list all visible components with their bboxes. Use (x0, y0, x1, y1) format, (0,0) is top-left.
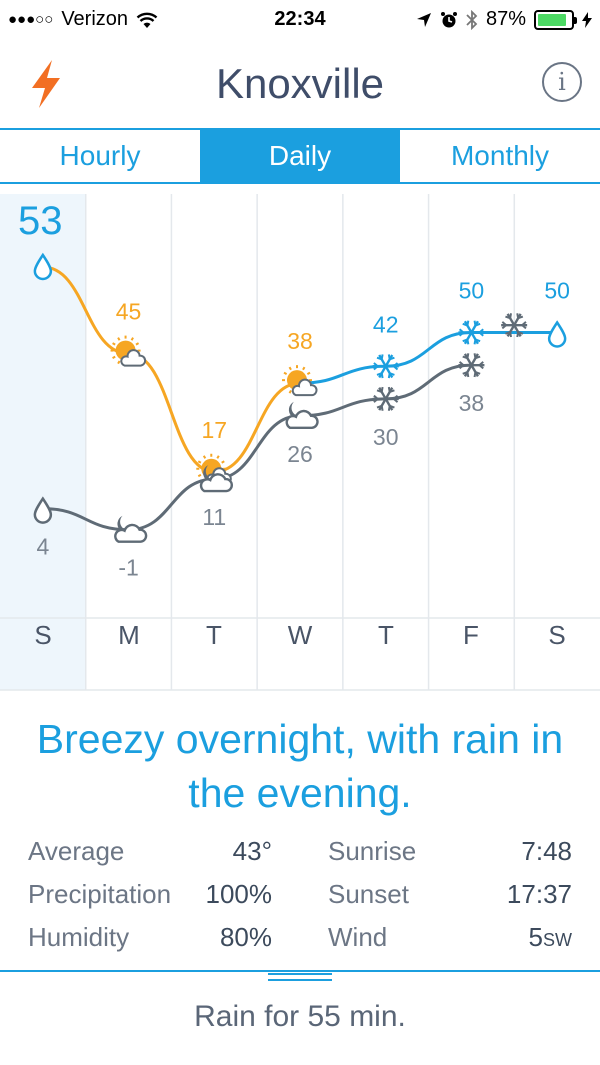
high-temp-line (42, 265, 129, 356)
night-cloud-icon (199, 465, 233, 493)
partly-sunny-icon (282, 365, 318, 397)
current-temperature: 53 (18, 199, 63, 243)
daily-temperature-chart: 53 45 17 38 42 50 50 4 -1 11 26 30 38 S M T W T F S (0, 184, 600, 694)
high-temp-label: 17 (201, 417, 227, 443)
view-tabs: Hourly Daily Monthly (0, 128, 600, 184)
weekday-label[interactable]: S (34, 620, 52, 650)
night-cloud-icon (114, 515, 148, 543)
chart-canvas: 53 45 17 38 42 50 50 4 -1 11 26 30 38 (0, 194, 600, 691)
low-temp-label: 4 (36, 534, 49, 560)
stat-value: 7:48 (521, 836, 572, 866)
low-temp-label: 11 (202, 504, 226, 530)
high-temp-label: 50 (544, 278, 570, 304)
wind-speed: 5 (528, 922, 543, 952)
carrier-name: Verizon (61, 8, 129, 30)
weekday-label[interactable]: F (463, 620, 479, 650)
lightning-bolt-icon[interactable] (26, 58, 66, 110)
tab-daily[interactable]: Daily (200, 130, 400, 182)
drag-handle[interactable] (268, 973, 332, 981)
alarm-icon (440, 11, 457, 27)
bluetooth-icon (466, 9, 478, 30)
high-temp-label: 38 (287, 328, 313, 354)
nav-bar: Knoxville i (0, 40, 600, 128)
stat-value: 80% (219, 922, 272, 952)
tab-monthly[interactable]: Monthly (450, 140, 550, 171)
wifi-icon (136, 12, 158, 28)
info-button[interactable]: i (542, 62, 582, 102)
rain-icon (33, 496, 53, 524)
stat-label: Sunrise (328, 836, 417, 866)
stat-wind: Wind 5SW (328, 922, 572, 962)
stats-panel: Average 43° Precipitation 100% Humidity … (0, 832, 600, 964)
high-temp-label: 42 (373, 311, 399, 337)
low-temp-label: 26 (287, 441, 313, 467)
stat-value: 5SW (529, 922, 572, 953)
weekday-label[interactable]: S (548, 620, 566, 650)
low-temp-label: -1 (118, 555, 138, 581)
battery-percent: 87% (485, 8, 526, 30)
battery-icon (534, 9, 577, 30)
rain-icon (33, 252, 53, 281)
stat-value: 17:37 (506, 879, 572, 909)
forecast-summary: Breezy overnight, with rain in the eveni… (36, 716, 564, 816)
stat-value: 100% (205, 879, 273, 909)
weekday-label[interactable]: T (378, 620, 394, 650)
stat-sunrise: Sunrise 7:48 (328, 836, 572, 876)
clock-time: 22:34 (274, 8, 326, 30)
city-title: Knoxville (215, 60, 385, 107)
stat-value: 43° (232, 836, 272, 866)
weekday-label[interactable]: W (287, 620, 313, 650)
snow-icon (501, 313, 528, 338)
weekday-label[interactable]: T (206, 620, 222, 650)
stat-label: Precipitation (28, 879, 172, 909)
partly-sunny-icon (110, 335, 147, 367)
weekday-label[interactable]: M (118, 620, 140, 650)
stat-average: Average 43° (28, 836, 272, 876)
high-temp-label: 45 (116, 299, 142, 325)
signal-strength-icon: ●●●○○ (8, 11, 54, 28)
snow-icon (458, 353, 485, 378)
snow-icon (372, 354, 399, 379)
snow-icon (458, 320, 485, 345)
night-cloud-icon (285, 401, 319, 429)
rain-icon (547, 320, 567, 348)
high-temp-label: 50 (459, 278, 485, 304)
stat-precipitation: Precipitation 100% (28, 879, 272, 919)
wind-direction: SW (543, 930, 572, 950)
charging-bolt-icon (582, 11, 592, 28)
low-temp-label: 30 (373, 424, 399, 450)
tab-hourly[interactable]: Hourly (59, 140, 141, 171)
stat-label: Wind (328, 922, 388, 952)
stat-sunset: Sunset 17:37 (328, 879, 572, 919)
stat-label: Sunset (328, 879, 409, 909)
snow-icon (372, 386, 399, 411)
stat-humidity: Humidity 80% (28, 922, 272, 962)
location-arrow-icon (416, 12, 431, 27)
stat-label: Average (28, 836, 125, 866)
status-bar: ●●●○○ Verizon 22:34 87% (0, 0, 600, 40)
stat-label: Humidity (28, 922, 130, 952)
precipitation-note: Rain for 55 min. (194, 1000, 406, 1033)
divider (0, 970, 600, 972)
battery-level (538, 13, 566, 26)
low-temp-label: 38 (459, 390, 485, 416)
